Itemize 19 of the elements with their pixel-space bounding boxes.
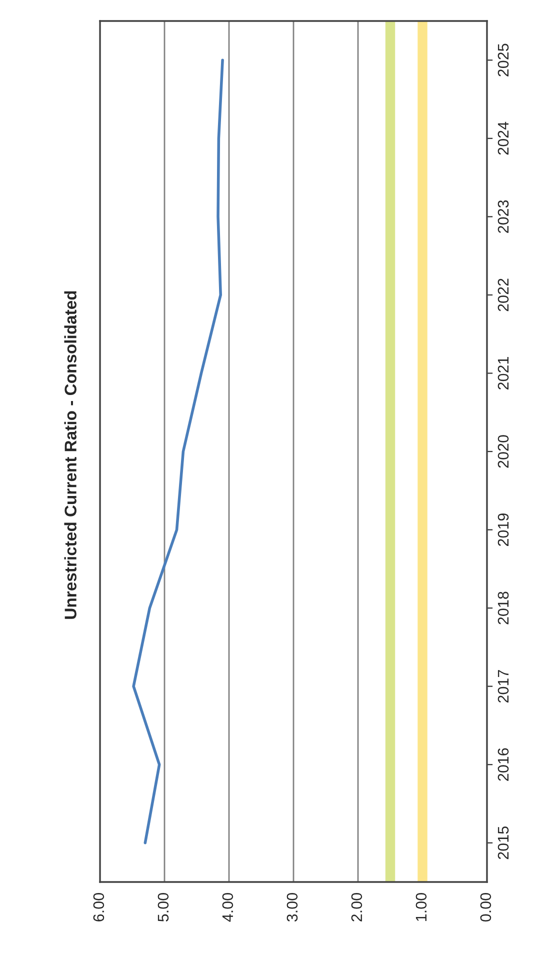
y-tick-label: 2016 (498, 748, 509, 781)
y-tick-label: 2020 (498, 435, 509, 468)
x-tick-label: 6.00 (93, 893, 104, 922)
y-tick-label: 2018 (498, 592, 509, 624)
y-tick-label: 2019 (498, 514, 509, 546)
y-tick-label: 2015 (498, 826, 509, 860)
y-tick-label: 2017 (498, 670, 509, 703)
x-tick-label: 4.00 (222, 893, 234, 922)
y-tick-label: 2023 (498, 200, 509, 233)
x-tick-label: 1.00 (416, 893, 427, 921)
y-tick-label: 2021 (498, 356, 509, 390)
x-tick-label: 2.00 (351, 893, 362, 922)
y-tick-label: 2025 (498, 44, 509, 76)
y-tick-label: 2024 (498, 122, 509, 155)
x-tick-label: 0.00 (480, 893, 492, 922)
x-tick-label: 5.00 (158, 893, 169, 922)
y-tick-label: 2022 (498, 278, 509, 312)
text: Unrestricted Current Ratio - Consolidated (64, 291, 76, 619)
x-tick-label: 3.00 (286, 893, 298, 922)
